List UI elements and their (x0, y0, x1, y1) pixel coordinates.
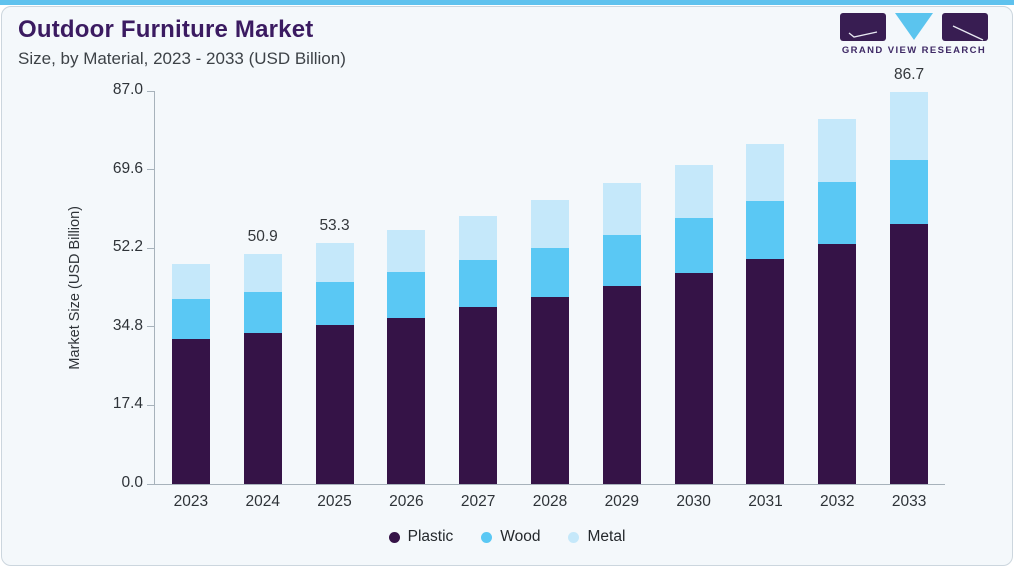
logo-v-triangle-icon (895, 13, 933, 40)
top-accent-bar (0, 0, 1014, 5)
bar-segment-metal (315, 243, 354, 283)
x-axis-label: 2032 (820, 493, 855, 510)
bar-2033 (890, 91, 929, 484)
value-label-2025: 53.3 (319, 217, 350, 235)
bar-2030 (674, 91, 713, 484)
bar-segment-metal (171, 264, 210, 299)
bar-segment-wood (387, 272, 426, 318)
y-tick-mark (147, 90, 155, 92)
legend-dot-metal-icon (568, 531, 580, 543)
bar-2031 (746, 91, 785, 484)
bar-segment-wood (171, 298, 210, 340)
bar-segment-metal (602, 183, 641, 236)
gvr-logo: GRAND VIEW RESEARCH (840, 13, 988, 56)
legend: Plastic Wood Metal (0, 528, 1014, 546)
bar-2026 (387, 91, 426, 484)
legend-label: Metal (587, 528, 626, 545)
y-tick-label: 69.6 (112, 159, 143, 177)
chart-header: Outdoor Furniture Market Size, by Materi… (18, 16, 346, 69)
y-tick-mark (147, 169, 155, 171)
bar-segment-plastic (818, 244, 857, 484)
bar-segment-wood (602, 235, 641, 287)
legend-item-metal: Metal (568, 528, 625, 546)
y-axis-title: Market Size (USD Billion) (67, 205, 83, 370)
chart-subtitle: Size, by Material, 2023 - 2033 (USD Bill… (18, 49, 346, 68)
logo-g-block-icon (840, 13, 886, 41)
x-axis-label: 2026 (389, 493, 424, 510)
logo-brand-text: GRAND VIEW RESEARCH (841, 45, 987, 56)
x-axis-label: 2023 (173, 493, 209, 510)
bar-2027 (459, 91, 498, 484)
bar-segment-plastic (459, 307, 498, 484)
bar-segment-wood (818, 181, 857, 245)
bar-2028 (531, 91, 569, 484)
bar-segment-metal (387, 230, 426, 273)
logo-r-block-icon (942, 13, 988, 41)
page-title: Outdoor Furniture Market (18, 16, 314, 43)
value-label-2024: 50.9 (247, 228, 278, 246)
bar-2023 (171, 91, 210, 484)
value-label-2033: 86.7 (893, 66, 925, 84)
bar-segment-metal (243, 254, 282, 293)
legend-item-plastic: Plastic (388, 528, 454, 546)
legend-item-wood: Wood (481, 528, 540, 546)
bar-segment-metal (746, 143, 785, 201)
bar-segment-wood (459, 260, 498, 308)
y-tick-mark (147, 247, 155, 249)
bar-segment-metal (531, 199, 569, 249)
bar-segment-plastic (674, 272, 713, 484)
bar-segment-wood (315, 282, 354, 325)
legend-dot-wood-icon (481, 531, 493, 543)
bar-segment-plastic (531, 297, 569, 484)
bar-segment-wood (674, 218, 713, 273)
legend-dot-plastic-icon (388, 531, 400, 543)
y-tick-mark (147, 483, 155, 485)
bar-2024 (243, 91, 282, 484)
bar-2029 (602, 91, 641, 484)
bar-segment-plastic (171, 339, 210, 484)
bar-segment-plastic (746, 258, 785, 484)
bar-segment-plastic (602, 286, 641, 484)
bar-segment-wood (243, 292, 282, 333)
x-axis-label: 2024 (245, 493, 280, 510)
bar-segment-plastic (890, 223, 929, 484)
bar-segment-plastic (315, 325, 354, 484)
bar-segment-metal (674, 164, 713, 219)
y-tick-mark (147, 326, 155, 328)
x-axis-label: 2031 (748, 493, 783, 510)
plot-area: 0.0 17.4 34.8 52.2 69.6 87.0 2023 2024 50.9 2025 5… (113, 66, 945, 510)
bar-2032 (818, 91, 857, 484)
legend-label: Wood (500, 528, 541, 545)
y-tick-label: 34.8 (112, 316, 143, 334)
y-tick-label: 17.4 (112, 395, 143, 413)
x-axis-label: 2027 (460, 493, 496, 510)
bar-segment-wood (531, 248, 569, 297)
y-tick-label: 0.0 (121, 474, 143, 491)
y-tick-mark (147, 404, 155, 406)
x-axis-label: 2025 (317, 493, 352, 510)
legend-label: Plastic (407, 528, 454, 545)
x-axis-label: 2028 (532, 493, 568, 510)
y-tick-label: 87.0 (112, 81, 143, 98)
x-axis-label: 2030 (676, 493, 711, 510)
bar-segment-wood (746, 200, 785, 259)
x-axis-label: 2029 (604, 493, 640, 510)
bar-segment-plastic (387, 317, 426, 484)
gvr-logo-marks (840, 13, 988, 41)
y-tick-label: 52.2 (112, 238, 143, 256)
bar-segment-plastic (243, 332, 282, 484)
bar-segment-metal (890, 92, 929, 160)
bar-segment-metal (818, 118, 857, 182)
bar-2025 (315, 91, 354, 484)
bar-segment-wood (890, 159, 929, 224)
bar-segment-metal (459, 215, 498, 261)
x-axis-label: 2033 (891, 493, 927, 510)
